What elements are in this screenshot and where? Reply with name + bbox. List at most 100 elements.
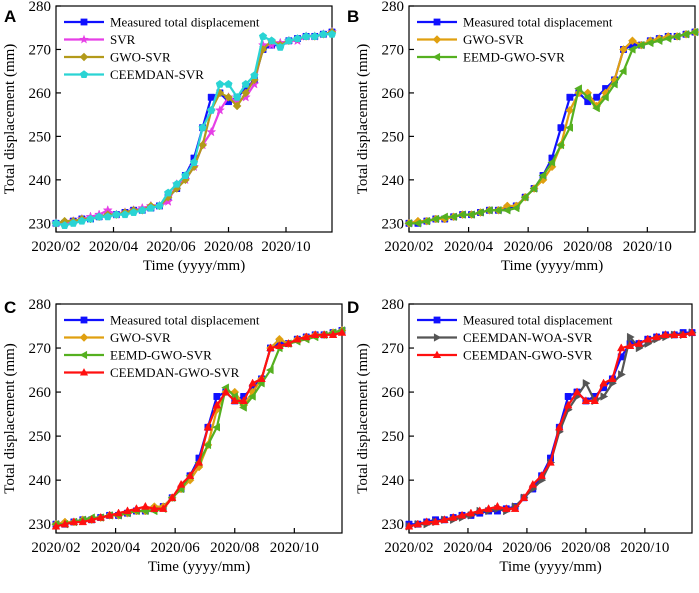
data-point [563, 400, 573, 409]
data-point [618, 370, 626, 379]
data-point [634, 338, 644, 347]
legend-label: CEEMDAN-GWO-SVR [110, 365, 240, 380]
legend-marker [80, 18, 88, 26]
legend-marker [432, 52, 441, 62]
y-tick-label: 230 [29, 517, 52, 533]
data-point [466, 508, 476, 517]
data-point [284, 338, 293, 347]
data-point [185, 471, 195, 479]
panel-letter: B [347, 7, 359, 26]
data-point [484, 206, 493, 215]
x-axis-title: Time (yyyy/mm) [501, 258, 603, 274]
data-point [212, 400, 222, 409]
data-point [643, 334, 653, 343]
data-point [241, 79, 250, 88]
x-tick-label: 2020/10 [261, 239, 310, 255]
data-point [404, 219, 413, 228]
data-point [600, 392, 609, 401]
data-point [248, 378, 257, 387]
data-point [265, 365, 274, 375]
data-point [636, 40, 645, 50]
y-tick-label: 230 [382, 216, 405, 232]
data-point [207, 93, 215, 101]
data-point [502, 504, 511, 512]
data-point [123, 506, 132, 515]
data-point [475, 208, 484, 217]
data-point [678, 330, 688, 338]
x-tick-label: 2020/06 [151, 540, 201, 556]
y-tick-label: 260 [382, 86, 405, 102]
data-point [206, 126, 217, 137]
data-point [257, 374, 266, 382]
data-point [302, 32, 311, 40]
data-point [212, 423, 221, 432]
data-point [293, 34, 302, 43]
legend-marker [79, 52, 89, 62]
data-point [51, 521, 61, 530]
y-tick-label: 280 [382, 297, 405, 313]
data-point [224, 92, 233, 102]
legend-marker [79, 34, 89, 44]
panel-letter: D [347, 298, 359, 317]
data-point [224, 79, 233, 88]
legend-marker [433, 333, 442, 342]
data-point [422, 517, 431, 526]
data-point [422, 216, 431, 226]
y-tick-label: 280 [29, 0, 52, 15]
data-point [172, 179, 181, 188]
data-point [301, 332, 311, 341]
y-tick-label: 240 [382, 473, 405, 489]
data-point [214, 104, 225, 115]
panel-letter: C [4, 298, 16, 317]
data-point [69, 219, 78, 227]
x-axis-title: Time (yyyy/mm) [143, 258, 245, 274]
data-point [138, 205, 147, 214]
y-tick-label: 240 [29, 473, 52, 489]
series-measured-total-displacement [52, 28, 336, 227]
data-point [310, 32, 319, 40]
data-point [449, 212, 457, 222]
data-point [600, 93, 609, 102]
y-axis-title: Total displacement (mm) [355, 343, 371, 494]
legend-marker [433, 18, 441, 26]
data-point [96, 512, 105, 521]
data-point [233, 92, 242, 101]
data-point [564, 393, 572, 400]
data-point [203, 440, 212, 450]
y-tick-label: 250 [382, 129, 405, 145]
data-point [645, 38, 654, 48]
x-tick-label: 2020/08 [210, 540, 259, 556]
data-point [448, 512, 458, 521]
data-point [627, 45, 636, 54]
legend: Measured total displacement GWO-SVR EEMD-G… [417, 15, 613, 65]
data-point [546, 457, 555, 466]
panel-C: C 230 240 250 260 270 280 2020/02 2020/04 2020/06… [2, 297, 347, 575]
data-point [319, 29, 328, 38]
legend-label: Measured total displacement [463, 15, 613, 30]
data-point [557, 124, 565, 132]
data-point [198, 140, 207, 150]
data-point [150, 504, 159, 512]
x-tick-label: 2020/10 [620, 540, 669, 556]
data-point [537, 471, 546, 479]
data-point [141, 501, 150, 510]
data-point [431, 517, 440, 526]
data-point [528, 479, 538, 488]
y-axis-title: Total displacement (mm) [2, 44, 18, 195]
data-point [663, 34, 672, 43]
data-point [493, 501, 502, 510]
data-point [181, 171, 190, 179]
legend-label: EEMD-GWO-SVR [110, 348, 212, 363]
data-point [167, 493, 177, 501]
plot-frame [55, 303, 343, 534]
data-point [565, 105, 575, 115]
data-point [457, 210, 466, 219]
x-tick-label: 2020/08 [563, 239, 612, 255]
y-tick-label: 260 [29, 385, 52, 401]
data-point [284, 36, 293, 45]
data-point [413, 219, 422, 228]
data-point [608, 374, 617, 382]
y-tick-label: 250 [382, 429, 405, 445]
x-tick-label: 2020/10 [623, 239, 672, 255]
data-point [511, 203, 520, 213]
